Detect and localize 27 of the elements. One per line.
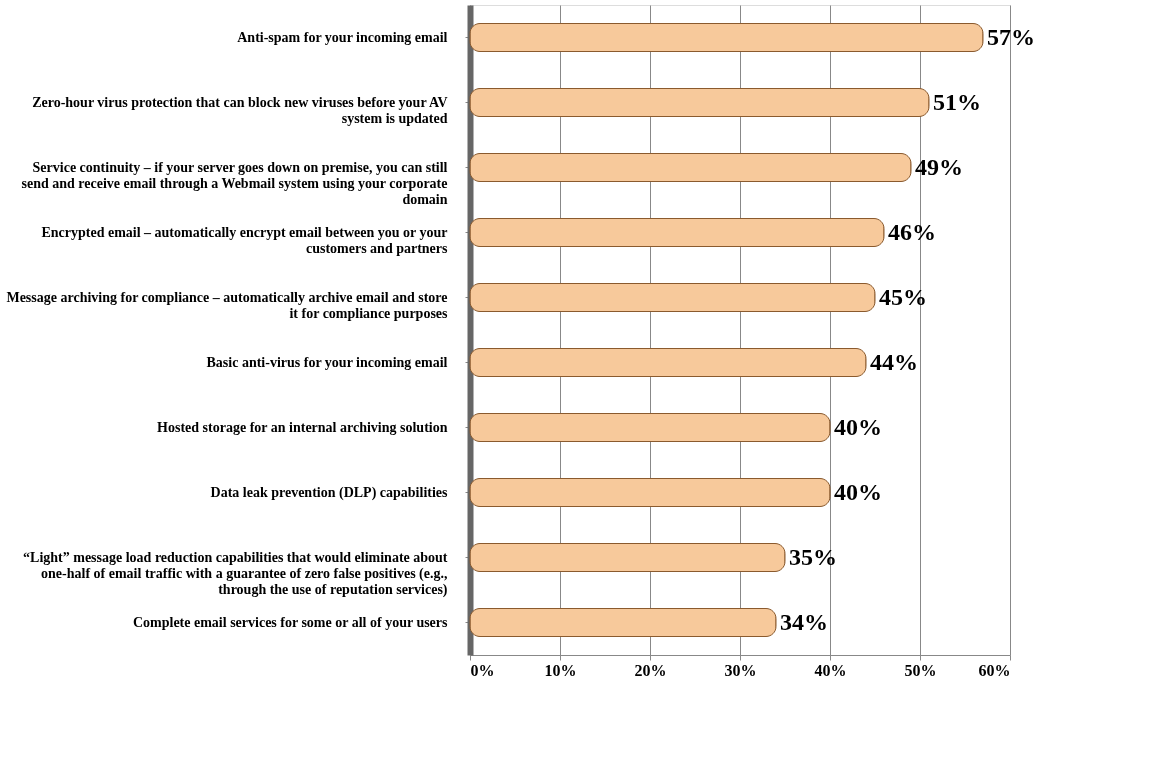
y-tick-label: “Light” message load reduction capabilities that would eliminate about one-half of email traffic with a guarantee of zero false positives (e.g., through the use of reputation services) xyxy=(23,549,448,598)
x-tick-label: 10% xyxy=(544,661,577,679)
y-tick-label: Encrypted email – automatically encrypt email between you or your customers and partners xyxy=(41,224,449,256)
x-tick-label: 50% xyxy=(904,661,937,679)
y-tick-label: Anti-spam for your incoming email xyxy=(237,29,448,45)
data-label: 46% xyxy=(888,218,936,245)
data-label: 34% xyxy=(780,608,828,635)
y-tick-label: Complete email services for some or all of your users xyxy=(132,614,449,630)
x-tick-label: 40% xyxy=(814,661,847,679)
y-tick-label: Data leak prevention (DLP) capabilities xyxy=(210,484,449,501)
data-label: 57% xyxy=(987,23,1035,50)
x-tick-label: 0% xyxy=(470,661,495,679)
data-label: 35% xyxy=(789,543,837,570)
data-label: 44% xyxy=(870,348,918,375)
data-label: 51% xyxy=(933,88,981,115)
x-tick-label: 30% xyxy=(724,661,757,679)
y-tick-label: Hosted storage for an internal archiving solution xyxy=(157,419,448,435)
x-tick-label: 60% xyxy=(978,661,1011,679)
data-label: 40% xyxy=(834,413,882,440)
y-tick-label: Service continuity – if your server goes down on premise, you can still send and receive email through a Webmail system using your corporate domain xyxy=(21,159,448,207)
y-tick-label: Zero-hour virus protection that can block new viruses before your AV system is updated xyxy=(32,94,448,126)
data-label: 49% xyxy=(915,153,963,180)
x-tick-label: 20% xyxy=(634,661,667,679)
data-label: 40% xyxy=(834,478,882,505)
y-tick-label: Message archiving for compliance – automatically archive email and store it for compliance purposes xyxy=(6,289,449,321)
y-tick-label: Basic anti-virus for your incoming email xyxy=(206,354,448,370)
data-label: 45% xyxy=(879,283,927,310)
